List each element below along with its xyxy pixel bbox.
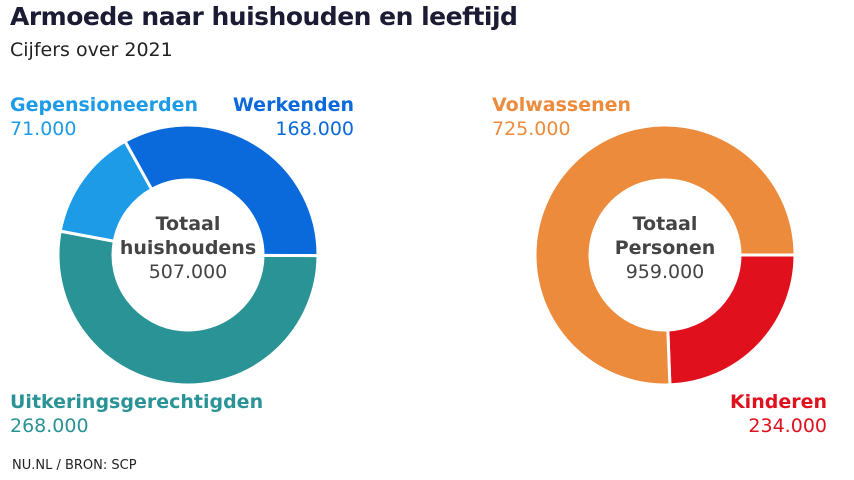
- slice-value: 268.000: [10, 415, 89, 437]
- slice-name: Gepensioneerden: [10, 94, 199, 116]
- source-credit: NU.NL / BRON: SCP: [12, 458, 137, 473]
- slice-value: 71.000: [10, 118, 77, 140]
- legend-uitkeringsgerechtigden: Uitkeringsgerechtigden 268.000: [10, 390, 263, 438]
- slice-gepensioneerden: [58, 139, 154, 243]
- center-value: 959.000: [625, 261, 705, 283]
- slice-value: 725.000: [492, 118, 571, 140]
- slice-name: Werkenden: [232, 94, 354, 116]
- slice-volwassenen: [533, 123, 797, 387]
- center-label-line1: Totaal: [632, 213, 698, 235]
- center-label-line1: Totaal: [155, 213, 221, 235]
- slice-value: 168.000: [275, 118, 354, 140]
- legend-volwassenen: Volwassenen 725.000: [492, 93, 631, 141]
- slice-name: Uitkeringsgerechtigden: [10, 391, 264, 413]
- slice-kinderen: [666, 253, 797, 387]
- center-label-persons: Totaal Personen 959.000: [590, 212, 740, 284]
- center-label-line2: Personen: [614, 237, 716, 259]
- slice-werkenden: [122, 123, 320, 258]
- slice-uitkeringsgerechtigden: [56, 229, 320, 387]
- legend-gepensioneerden: Gepensioneerden 71.000: [10, 93, 198, 141]
- chart-title: Armoede naar huishouden en leeftijd: [10, 2, 518, 31]
- chart-subtitle: Cijfers over 2021: [10, 39, 173, 61]
- center-label-line2: huishoudens: [119, 237, 257, 259]
- slice-name: Volwassenen: [492, 94, 632, 116]
- legend-kinderen: Kinderen 234.000: [730, 390, 827, 438]
- slice-name: Kinderen: [729, 391, 827, 413]
- center-value: 507.000: [148, 261, 228, 283]
- center-label-households: Totaal huishoudens 507.000: [113, 212, 263, 284]
- legend-werkenden: Werkenden 168.000: [233, 93, 354, 141]
- slice-value: 234.000: [748, 415, 827, 437]
